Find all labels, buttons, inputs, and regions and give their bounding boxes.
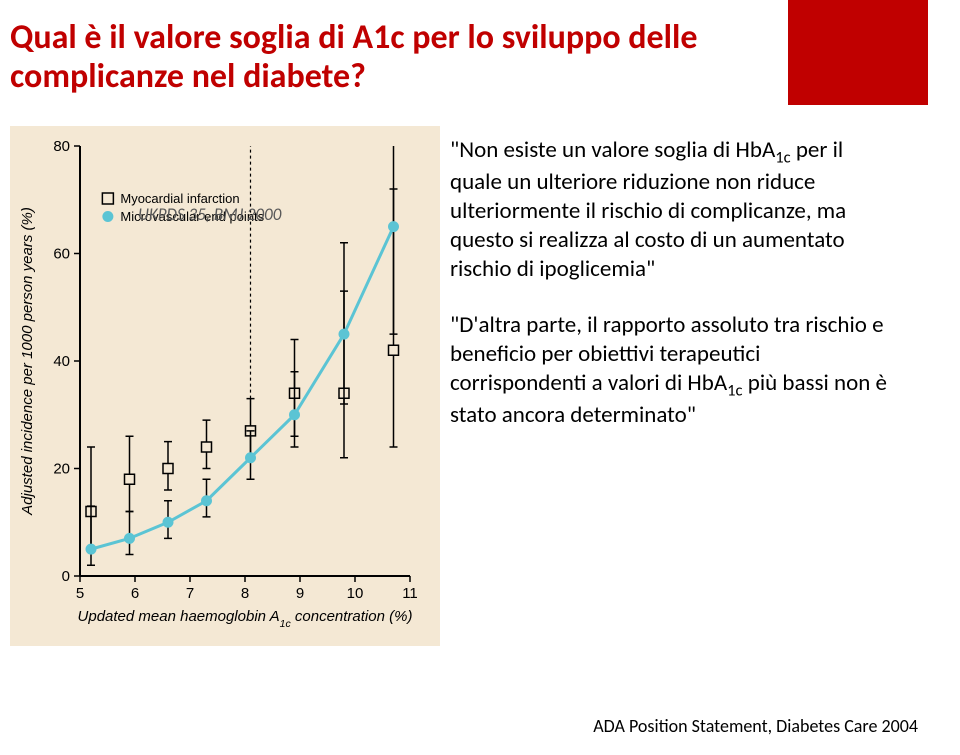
svg-text:20: 20	[53, 461, 70, 478]
quote-1-pre: "Non esiste un valore soglia di HbA	[450, 136, 775, 164]
content-area: UKPDS 35, BMJ 2000 0 20 40 60 80 5 6 7 8 9 10 11 Adj…	[0, 96, 960, 646]
svg-text:40: 40	[53, 353, 70, 370]
svg-text:80: 80	[53, 138, 70, 155]
svg-text:10: 10	[347, 585, 364, 602]
quote-1: "Non esiste un valore soglia di HbA1c pe…	[450, 136, 900, 283]
svg-text:5: 5	[76, 585, 84, 602]
svg-text:0: 0	[62, 568, 70, 585]
accent-box	[788, 0, 928, 105]
svg-text:9: 9	[296, 585, 304, 602]
svg-text:8: 8	[241, 585, 249, 602]
sub-1c-b: 1c	[727, 381, 742, 401]
svg-text:11: 11	[402, 585, 418, 602]
quote-2: "D'altra parte, il rapporto assoluto tra…	[450, 311, 900, 430]
svg-text:60: 60	[53, 246, 70, 263]
svg-text:6: 6	[131, 585, 139, 602]
svg-text:7: 7	[186, 585, 194, 602]
svg-text:Adjusted incidence per 1000 pe: Adjusted incidence per 1000 person years…	[19, 207, 36, 516]
page-title: Qual è il valore soglia di A1c per lo sv…	[0, 0, 720, 96]
chart-container: UKPDS 35, BMJ 2000 0 20 40 60 80 5 6 7 8 9 10 11 Adj…	[0, 106, 445, 646]
chart-source-label: UKPDS 35, BMJ 2000	[138, 204, 281, 225]
citation: ADA Position Statement, Diabetes Care 20…	[593, 715, 918, 737]
text-column: "Non esiste un valore soglia di HbA1c pe…	[445, 106, 935, 646]
sub-1c-a: 1c	[775, 148, 790, 168]
